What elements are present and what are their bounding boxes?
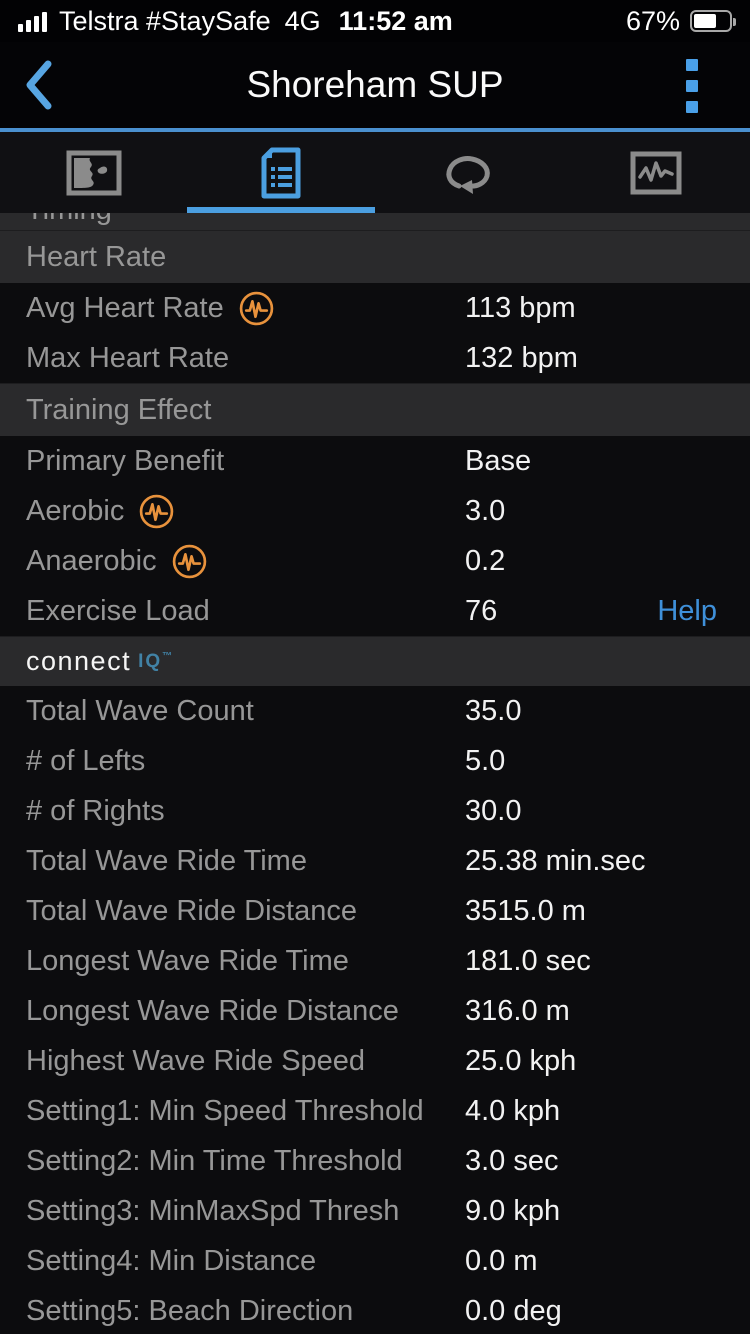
heart-rate-badge-button[interactable]	[238, 290, 275, 327]
section-header-timing-clipped: Timing	[0, 213, 750, 230]
table-row: Setting5: Beach Direction 0.0 deg	[0, 1286, 750, 1334]
row-label: Longest Wave Ride Distance	[26, 994, 399, 1027]
vertical-dots-icon	[686, 59, 698, 71]
battery-percent-label: 67%	[625, 5, 680, 36]
row-label: Longest Wave Ride Time	[26, 944, 349, 977]
row-value: 3.0	[465, 494, 506, 527]
table-row: Max Heart Rate 132 bpm	[0, 333, 750, 383]
section-header-connect-iq: connect IQ™	[0, 636, 750, 686]
row-value: 0.0 m	[465, 1244, 538, 1277]
row-value: 5.0	[465, 744, 506, 777]
section-header-heart-rate: Heart Rate	[0, 230, 750, 283]
table-row: Setting2: Min Time Threshold 3.0 sec	[0, 1136, 750, 1186]
row-value: 76	[465, 594, 498, 627]
row-value: 113 bpm	[465, 291, 576, 324]
row-label: Anaerobic	[26, 544, 157, 577]
table-row: Setting3: MinMaxSpd Thresh 9.0 kph	[0, 1186, 750, 1236]
header-divider	[0, 128, 750, 132]
row-label: Setting5: Beach Direction	[26, 1294, 354, 1327]
row-label: Aerobic	[26, 494, 125, 527]
cell-signal-icon	[18, 12, 47, 32]
table-row: # of Rights 30.0	[0, 786, 750, 836]
tab-map[interactable]	[0, 132, 188, 213]
row-value: 181.0 sec	[465, 944, 591, 977]
row-label: Max Heart Rate	[26, 341, 230, 374]
table-row: Longest Wave Ride Time 181.0 sec	[0, 936, 750, 986]
charts-icon	[630, 151, 682, 194]
heart-rate-icon	[239, 291, 273, 325]
row-label: Setting2: Min Time Threshold	[26, 1144, 403, 1177]
heart-rate-icon	[172, 544, 206, 578]
row-value: 132 bpm	[465, 341, 578, 374]
table-row: Total Wave Ride Time 25.38 min.sec	[0, 836, 750, 886]
status-bar: Telstra #StaySafe 4G 11:52 am 67%	[0, 0, 750, 42]
table-row: Setting4: Min Distance 0.0 m	[0, 1236, 750, 1286]
row-label: Avg Heart Rate	[26, 291, 224, 324]
heart-rate-icon	[140, 494, 174, 528]
table-row: Total Wave Ride Distance 3515.0 m	[0, 886, 750, 936]
row-label: Setting4: Min Distance	[26, 1244, 317, 1277]
battery-icon	[690, 10, 736, 32]
tab-bar	[0, 132, 750, 213]
row-value: 35.0	[465, 694, 522, 727]
table-row: Longest Wave Ride Distance 316.0 m	[0, 986, 750, 1036]
row-label: Setting3: MinMaxSpd Thresh	[26, 1194, 400, 1227]
table-row: Primary Benefit Base	[0, 436, 750, 486]
heart-rate-badge-button[interactable]	[171, 543, 208, 580]
table-row: # of Lefts 5.0	[0, 736, 750, 786]
map-icon	[66, 150, 122, 195]
row-value: 0.2	[465, 544, 506, 577]
row-value: 9.0 kph	[465, 1194, 561, 1227]
page-title: Shoreham SUP	[246, 64, 504, 105]
back-button[interactable]	[14, 56, 64, 114]
network-type-label: 4G	[284, 5, 321, 36]
table-row: Highest Wave Ride Speed 25.0 kph	[0, 1036, 750, 1086]
clock-label: 11:52 am	[338, 5, 453, 36]
nav-bar: Shoreham SUP	[0, 42, 750, 128]
row-label: Total Wave Count	[26, 694, 254, 727]
row-label: Total Wave Ride Distance	[26, 894, 357, 927]
chevron-left-icon	[26, 60, 52, 110]
row-value: 30.0	[465, 794, 522, 827]
row-label: Exercise Load	[26, 594, 210, 627]
tab-charts[interactable]	[563, 132, 750, 213]
row-value: Base	[465, 444, 532, 477]
table-row: Total Wave Count 35.0	[0, 686, 750, 736]
tab-details[interactable]	[188, 132, 376, 213]
heart-rate-badge-button[interactable]	[138, 493, 175, 530]
active-tab-indicator	[187, 207, 375, 213]
row-label: Setting1: Min Speed Threshold	[26, 1094, 424, 1127]
row-label: # of Lefts	[26, 744, 146, 777]
row-label: Total Wave Ride Time	[26, 844, 307, 877]
help-link[interactable]: Help	[657, 594, 717, 627]
table-row: Aerobic 3.0	[0, 486, 750, 536]
table-row: Setting1: Min Speed Threshold 4.0 kph	[0, 1086, 750, 1136]
row-value: 25.38 min.sec	[465, 844, 646, 877]
row-label: # of Rights	[26, 794, 165, 827]
row-label: Highest Wave Ride Speed	[26, 1044, 366, 1077]
table-row: Anaerobic 0.2	[0, 536, 750, 586]
row-value: 316.0 m	[465, 994, 570, 1027]
row-value: 4.0 kph	[465, 1094, 561, 1127]
overflow-menu-button[interactable]	[674, 54, 710, 118]
row-value: 3515.0 m	[465, 894, 586, 927]
laps-loop-icon	[446, 155, 490, 194]
connect-iq-logo-iq: IQ™	[138, 650, 175, 672]
table-row: Avg Heart Rate 113 bpm	[0, 283, 750, 333]
carrier-label: Telstra #StaySafe	[59, 5, 271, 36]
details-list[interactable]: Timing Heart Rate Avg Heart Rate 113 bpm…	[0, 213, 750, 1334]
connect-iq-logo: connect	[26, 646, 132, 676]
row-value: 25.0 kph	[465, 1044, 577, 1077]
section-header-training-effect: Training Effect	[0, 383, 750, 436]
tab-laps[interactable]	[375, 132, 563, 213]
table-row: Exercise Load 76 Help	[0, 586, 750, 636]
details-document-icon	[261, 147, 301, 198]
row-value: 0.0 deg	[465, 1294, 562, 1327]
row-label: Primary Benefit	[26, 444, 225, 477]
row-value: 3.0 sec	[465, 1144, 559, 1177]
